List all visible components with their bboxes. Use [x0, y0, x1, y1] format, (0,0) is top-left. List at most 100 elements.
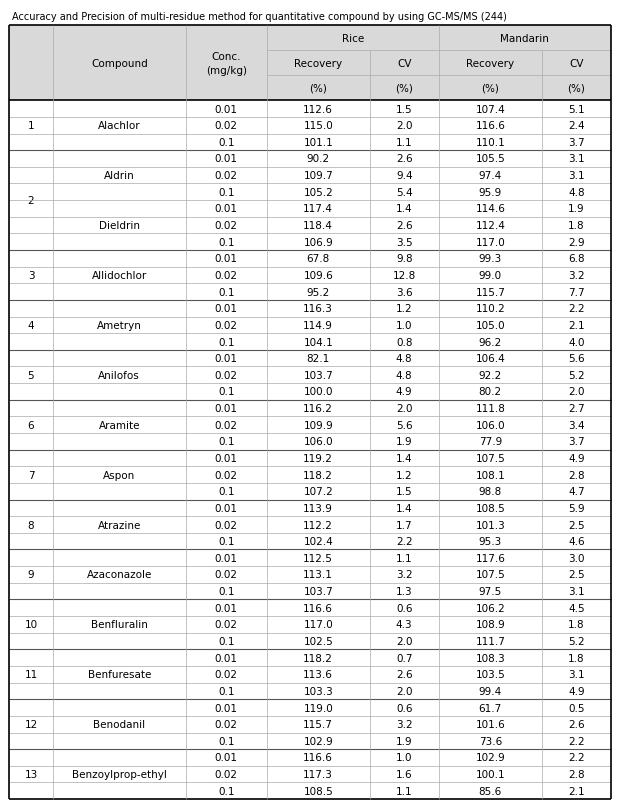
Text: 0.1: 0.1	[218, 337, 234, 347]
Text: 108.5: 108.5	[303, 786, 333, 796]
Text: 2.8: 2.8	[568, 470, 585, 480]
Text: 3.2: 3.2	[568, 271, 585, 280]
Text: 9: 9	[28, 570, 34, 580]
Text: 0.01: 0.01	[215, 404, 237, 414]
Text: 1.4: 1.4	[396, 454, 412, 463]
Text: 106.2: 106.2	[476, 603, 505, 613]
Text: 3.1: 3.1	[568, 586, 585, 597]
Text: 103.7: 103.7	[303, 370, 333, 381]
Text: 108.5: 108.5	[476, 503, 505, 513]
Text: 0.01: 0.01	[215, 454, 237, 463]
Text: 103.3: 103.3	[303, 686, 333, 696]
Text: 1.3: 1.3	[396, 586, 412, 597]
Text: 109.6: 109.6	[303, 271, 333, 280]
Text: 0.01: 0.01	[215, 353, 237, 364]
Text: 0.02: 0.02	[215, 370, 237, 381]
Text: 1.1: 1.1	[396, 137, 412, 148]
Text: 0.1: 0.1	[218, 686, 234, 696]
Text: 99.0: 99.0	[479, 271, 502, 280]
Text: 0.01: 0.01	[215, 653, 237, 662]
Text: 3.1: 3.1	[568, 171, 585, 181]
Text: 118.4: 118.4	[303, 221, 333, 230]
Text: 3.2: 3.2	[396, 570, 412, 580]
Text: 0.6: 0.6	[396, 603, 412, 613]
Text: (%): (%)	[481, 84, 499, 94]
Text: 117.0: 117.0	[476, 238, 505, 247]
Text: 95.2: 95.2	[307, 287, 330, 297]
Text: Compound: Compound	[91, 59, 148, 69]
Text: 112.6: 112.6	[303, 104, 333, 114]
Text: 90.2: 90.2	[307, 154, 330, 165]
Text: 1.0: 1.0	[396, 320, 412, 331]
Text: 108.3: 108.3	[476, 653, 505, 662]
Text: 119.0: 119.0	[303, 703, 333, 713]
Text: 114.9: 114.9	[303, 320, 333, 331]
Text: Atrazine: Atrazine	[97, 520, 141, 530]
Bar	[9, 26, 611, 101]
Text: 0.02: 0.02	[215, 121, 237, 131]
Text: 0.7: 0.7	[396, 653, 412, 662]
Text: 116.6: 116.6	[303, 752, 333, 763]
Text: 77.9: 77.9	[479, 437, 502, 446]
Text: Benzoylprop-ethyl: Benzoylprop-ethyl	[72, 769, 167, 779]
Text: 4.8: 4.8	[396, 370, 412, 381]
Text: 100.1: 100.1	[476, 769, 505, 779]
Text: Azaconazole: Azaconazole	[87, 570, 152, 580]
Text: 2: 2	[28, 196, 34, 206]
Text: 113.6: 113.6	[303, 670, 333, 679]
Text: 0.01: 0.01	[215, 154, 237, 165]
Text: 61.7: 61.7	[479, 703, 502, 713]
Text: 105.0: 105.0	[476, 320, 505, 331]
Text: 1.1: 1.1	[396, 786, 412, 796]
Text: Dieldrin: Dieldrin	[99, 221, 140, 230]
Text: 2.7: 2.7	[568, 404, 585, 414]
Text: 2.6: 2.6	[396, 670, 412, 679]
Text: 97.4: 97.4	[479, 171, 502, 181]
Text: 1.4: 1.4	[396, 503, 412, 513]
Text: 98.8: 98.8	[479, 487, 502, 496]
Text: 12: 12	[24, 719, 38, 729]
Text: 112.2: 112.2	[303, 520, 333, 530]
Text: Alachlor: Alachlor	[98, 121, 141, 131]
Text: 2.0: 2.0	[396, 636, 412, 646]
Text: 1.6: 1.6	[396, 769, 412, 779]
Text: 4.5: 4.5	[568, 603, 585, 613]
Text: 5.9: 5.9	[568, 503, 585, 513]
Text: 107.5: 107.5	[476, 570, 505, 580]
Text: 3.7: 3.7	[568, 137, 585, 148]
Text: 3.1: 3.1	[568, 154, 585, 165]
Text: 107.5: 107.5	[476, 454, 505, 463]
Text: 107.2: 107.2	[303, 487, 333, 496]
Text: 105.2: 105.2	[303, 188, 333, 198]
Text: 4.0: 4.0	[568, 337, 585, 347]
Text: 4.9: 4.9	[396, 387, 412, 397]
Text: 4.7: 4.7	[568, 487, 585, 496]
Text: 4.9: 4.9	[568, 686, 585, 696]
Text: 2.0: 2.0	[396, 686, 412, 696]
Text: 0.1: 0.1	[218, 437, 234, 446]
Text: 0.02: 0.02	[215, 271, 237, 280]
Text: 0.1: 0.1	[218, 287, 234, 297]
Text: 106.0: 106.0	[476, 420, 505, 430]
Text: Anilofos: Anilofos	[99, 370, 140, 381]
Text: 7: 7	[28, 470, 34, 480]
Text: 0.1: 0.1	[218, 487, 234, 496]
Text: 1.2: 1.2	[396, 470, 412, 480]
Text: 103.5: 103.5	[476, 670, 505, 679]
Text: 2.5: 2.5	[568, 570, 585, 580]
Text: 5.6: 5.6	[568, 353, 585, 364]
Text: 101.6: 101.6	[476, 719, 505, 729]
Text: 6.8: 6.8	[568, 254, 585, 264]
Text: 2.2: 2.2	[568, 304, 585, 314]
Text: 117.3: 117.3	[303, 769, 333, 779]
Text: 0.02: 0.02	[215, 719, 237, 729]
Text: Recovery: Recovery	[294, 59, 342, 69]
Text: 116.6: 116.6	[303, 603, 333, 613]
Text: 2.6: 2.6	[396, 221, 412, 230]
Text: 0.01: 0.01	[215, 503, 237, 513]
Text: (%): (%)	[309, 84, 327, 94]
Text: 2.0: 2.0	[396, 404, 412, 414]
Text: Benfuresate: Benfuresate	[87, 670, 151, 679]
Text: 117.6: 117.6	[476, 553, 505, 563]
Text: 3.0: 3.0	[568, 553, 585, 563]
